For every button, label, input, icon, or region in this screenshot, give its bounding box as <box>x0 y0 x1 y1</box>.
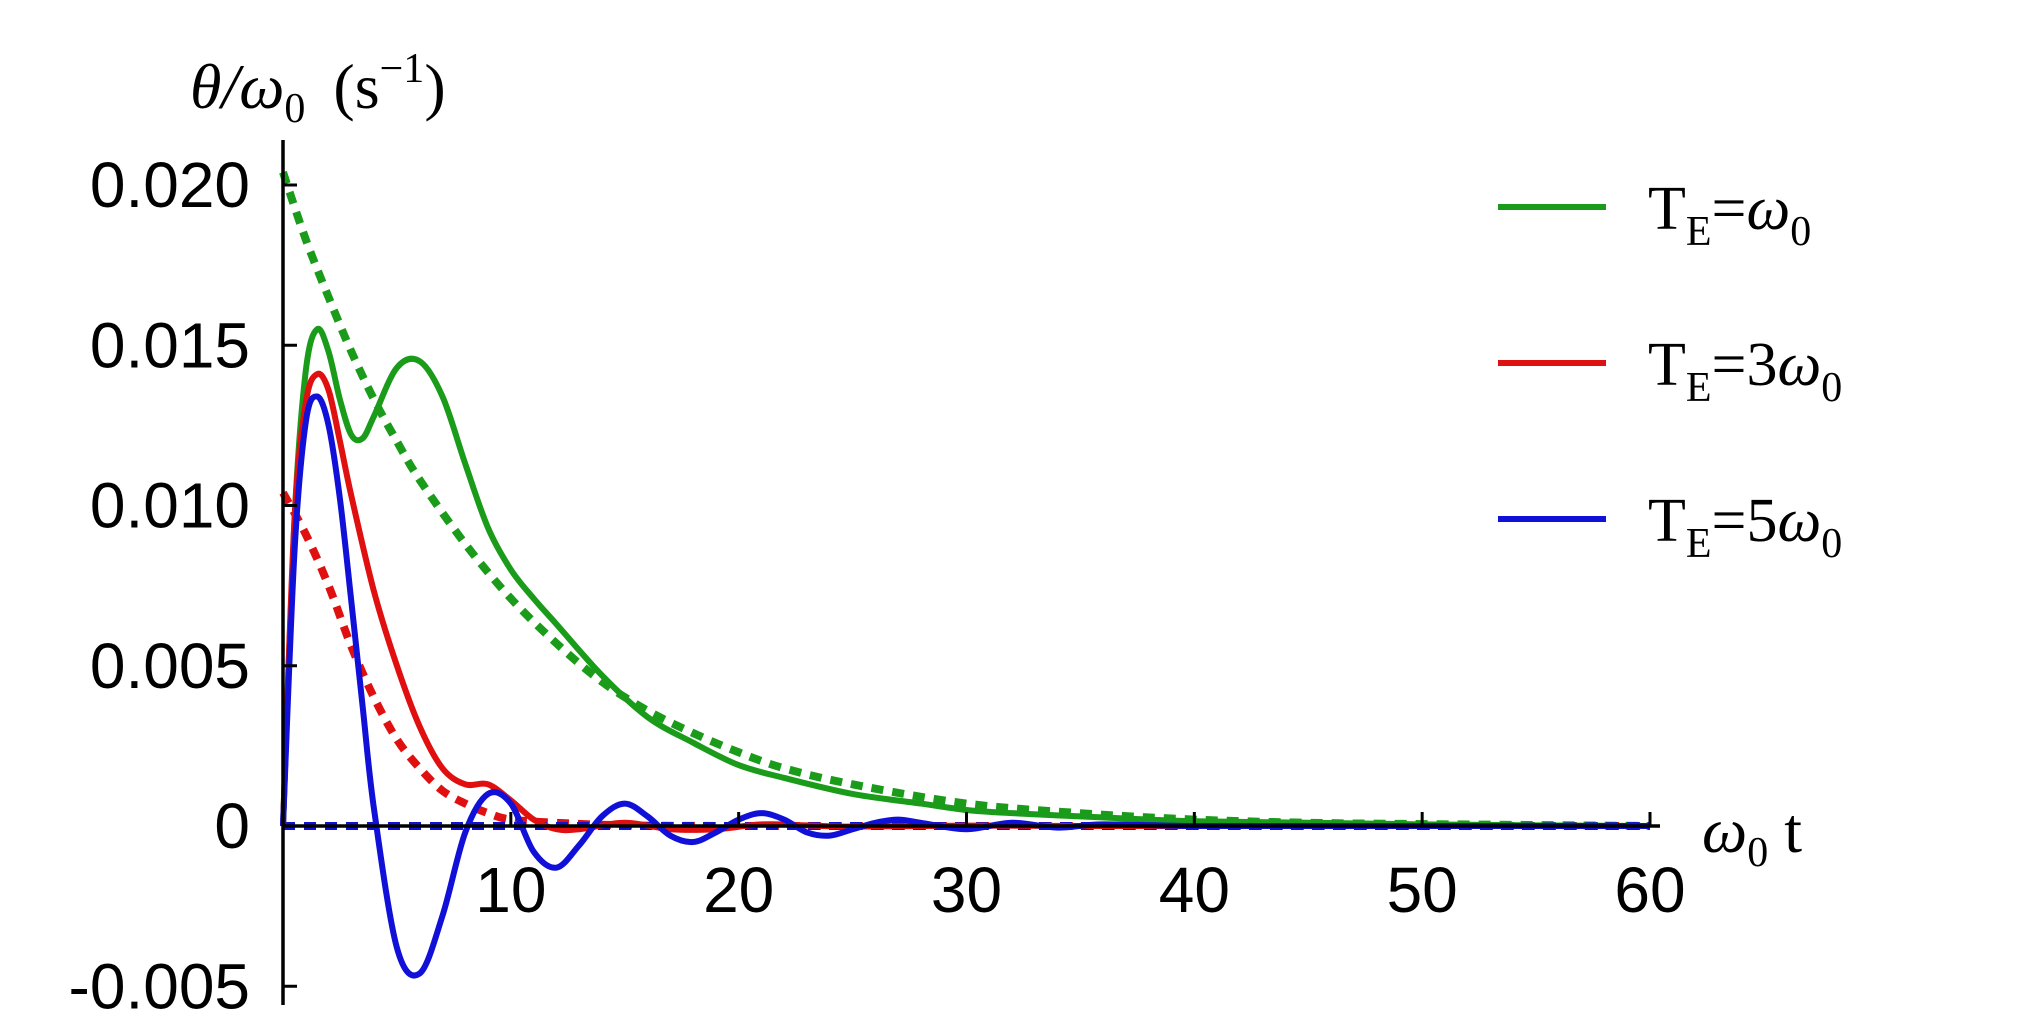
x-tick-label: 60 <box>1614 854 1685 926</box>
legend-label: TE=3ω0 <box>1648 331 1842 411</box>
series-line-te-3-0 <box>280 370 1650 834</box>
legend-label: TE=5ω0 <box>1648 487 1842 567</box>
legend-label: TE=ω0 <box>1648 175 1811 255</box>
y-axis-label: θ/ω0 (s−1) <box>190 46 446 132</box>
x-axis-label: ω0 t <box>1702 795 1802 876</box>
legend: TE=ω0 TE=3ω0 TE=5ω0 <box>1498 175 1842 567</box>
y-tick-label: 0.015 <box>90 309 250 381</box>
series-line-te-0 <box>280 325 1651 829</box>
x-tick-label: 30 <box>931 854 1002 926</box>
series-line-te-0-dotted--dotted <box>279 170 1651 830</box>
y-tick-label: 0.010 <box>90 470 250 542</box>
x-tick-label: 40 <box>1159 854 1230 926</box>
x-tick-label: 20 <box>703 854 774 926</box>
y-ticks: -0.005 0 0.005 0.010 0.015 0.020 <box>69 149 297 1020</box>
y-tick-label: 0 <box>214 790 250 862</box>
plot-area: 10 20 30 40 50 60 -0.005 0 0.005 0.010 0.015 0.020 <box>69 140 1686 1020</box>
x-tick-label: 10 <box>475 854 546 926</box>
y-tick-label: 0.020 <box>90 149 250 221</box>
series-line-te-3-0-dotted--dotted <box>279 490 1650 831</box>
x-tick-label: 50 <box>1387 854 1458 926</box>
x-ticks: 10 20 30 40 50 60 <box>475 812 1686 926</box>
y-tick-label: 0.005 <box>90 630 250 702</box>
y-tick-label: -0.005 <box>69 950 250 1020</box>
